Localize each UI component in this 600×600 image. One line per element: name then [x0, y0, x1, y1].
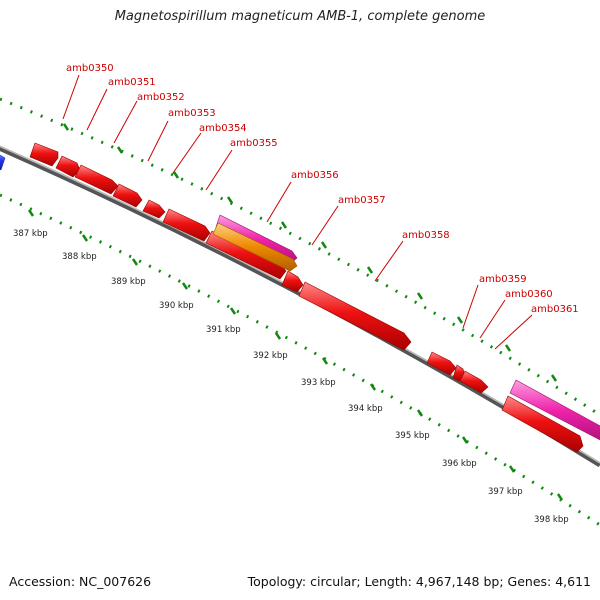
- gene-label-amb0360[interactable]: amb0360: [505, 289, 553, 300]
- gene-features: [29, 142, 584, 453]
- kbp-label: 387 kbp: [13, 229, 48, 239]
- gene-label-amb0357[interactable]: amb0357: [338, 195, 386, 206]
- kbp-label: 390 kbp: [159, 301, 194, 311]
- kbp-label: 397 kbp: [488, 487, 523, 497]
- gene-arrow-amb0350[interactable]: [29, 142, 59, 167]
- kbp-label: 392 kbp: [253, 351, 288, 361]
- gene-label-amb0351[interactable]: amb0351: [108, 77, 156, 88]
- kbp-label: 394 kbp: [348, 404, 383, 414]
- map-title: Magnetospirillum magneticum AMB-1, compl…: [114, 9, 486, 24]
- kbp-label: 393 kbp: [301, 378, 336, 388]
- label-leaders: [62, 74, 533, 350]
- accession-text: Accession: NC_007626: [9, 574, 152, 589]
- gene-label-amb0361[interactable]: amb0361: [531, 304, 579, 315]
- outer-tick-track: [0, 97, 600, 417]
- gene-label-amb0356[interactable]: amb0356: [291, 170, 339, 181]
- kbp-label: 396 kbp: [442, 459, 477, 469]
- gene-label-amb0353[interactable]: amb0353: [168, 108, 216, 119]
- gene-label-amb0350[interactable]: amb0350: [66, 63, 114, 74]
- gene-arrow-downstream[interactable]: [501, 395, 584, 453]
- gene-arrow-amb0355[interactable]: [162, 208, 211, 242]
- kbp-label: 388 kbp: [62, 252, 97, 262]
- kbp-label: 398 kbp: [534, 515, 569, 525]
- gene-arrow-amb0354[interactable]: [142, 199, 166, 219]
- gene-label-amb0354[interactable]: amb0354: [199, 123, 247, 134]
- kbp-label: 391 kbp: [206, 325, 241, 335]
- topology-text: Topology: circular; Length: 4,967,148 bp…: [247, 574, 591, 589]
- gene-arrow-amb0353[interactable]: [112, 183, 143, 208]
- outer-major-ticks: [62, 123, 558, 382]
- inner-major-ticks: [27, 209, 564, 501]
- gene-label-amb0358[interactable]: amb0358: [402, 230, 450, 241]
- inner-tick-track: [0, 193, 600, 527]
- feature-upstream[interactable]: [0, 152, 6, 171]
- gene-label-amb0352[interactable]: amb0352: [137, 92, 185, 103]
- gene-arrow-amb0357[interactable]: [281, 270, 304, 293]
- kbp-label: 389 kbp: [111, 277, 146, 287]
- kbp-label: 395 kbp: [395, 431, 430, 441]
- gene-label-amb0355[interactable]: amb0355: [230, 138, 278, 149]
- genome-backbone: [0, 145, 600, 468]
- gene-label-amb0359[interactable]: amb0359: [479, 274, 527, 285]
- other-feature-orange[interactable]: [212, 222, 298, 272]
- gene-arrow-amb0361[interactable]: [459, 370, 489, 394]
- gene-arrow-amb0358[interactable]: [298, 281, 412, 351]
- gene-arrow-amb0352[interactable]: [74, 164, 119, 195]
- gene-arrow-amb0359[interactable]: [426, 351, 457, 376]
- rna-feature-pink-downstream[interactable]: [509, 379, 600, 442]
